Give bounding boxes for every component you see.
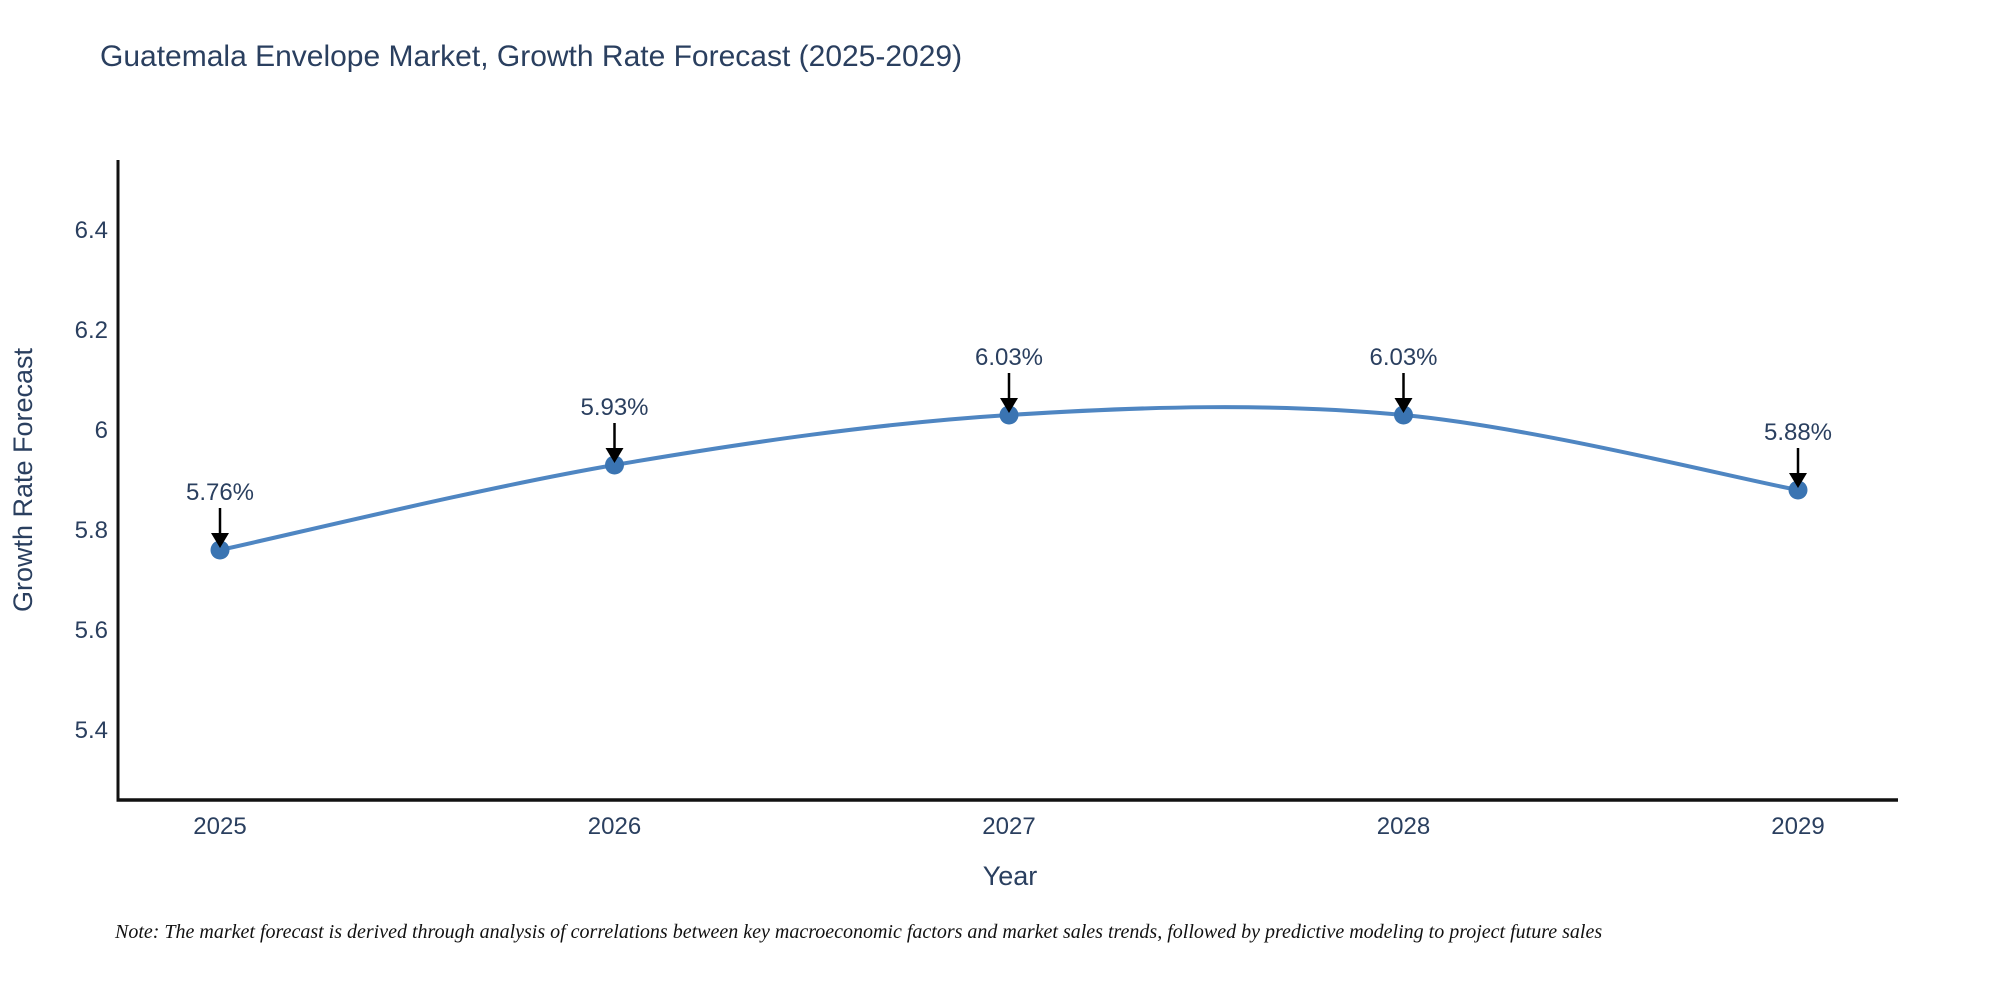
- y-tick-label: 6.2: [75, 317, 108, 344]
- x-tick-label: 2026: [588, 813, 641, 840]
- data-point-marker[interactable]: [210, 540, 230, 560]
- y-tick-label: 6: [95, 417, 108, 444]
- x-tick-label: 2028: [1377, 813, 1430, 840]
- data-point-marker[interactable]: [605, 455, 624, 475]
- y-tick-label: 5.6: [75, 617, 108, 644]
- data-point-label: 5.76%: [186, 479, 254, 506]
- x-tick-label: 2025: [193, 813, 246, 840]
- forecast-line: [219, 405, 1799, 552]
- footnote: Note: The market forecast is derived thr…: [114, 921, 1602, 943]
- y-tick-label: 6.4: [75, 217, 108, 244]
- data-point-annotations: 5.76% 5.93% 6.03% 6.03% 5.88%: [186, 344, 1832, 548]
- chart-title: Guatemala Envelope Market, Growth Rate F…: [100, 40, 962, 73]
- annotation-arrow-head-icon: [1789, 473, 1807, 488]
- x-axis-tick-labels: 2025 2026 2027 2028 2029: [193, 813, 1824, 840]
- x-axis-title: Year: [983, 861, 1038, 891]
- data-point-label: 5.88%: [1764, 419, 1832, 446]
- annotation-arrow-head-icon: [211, 533, 229, 548]
- data-point-label: 5.93%: [580, 394, 648, 421]
- annotation-arrow-head-icon: [1000, 398, 1018, 413]
- y-axis-tick-labels: 5.4 5.6 5.8 6 6.2 6.4: [75, 217, 108, 744]
- y-tick-label: 5.8: [75, 517, 108, 544]
- x-tick-label: 2029: [1771, 813, 1824, 840]
- data-point-marker[interactable]: [999, 405, 1019, 425]
- annotation-arrow-head-icon: [1394, 398, 1413, 413]
- y-axis-title: Growth Rate Forecast: [8, 347, 38, 612]
- forecast-line-series: [210, 405, 1808, 560]
- y-tick-label: 5.4: [75, 717, 108, 744]
- data-point-marker[interactable]: [1788, 480, 1808, 500]
- data-point-label: 6.03%: [1369, 344, 1437, 371]
- annotation-arrow-head-icon: [605, 448, 624, 463]
- data-point-label: 6.03%: [975, 344, 1043, 371]
- x-tick-label: 2027: [982, 813, 1035, 840]
- data-point-marker[interactable]: [1394, 405, 1413, 425]
